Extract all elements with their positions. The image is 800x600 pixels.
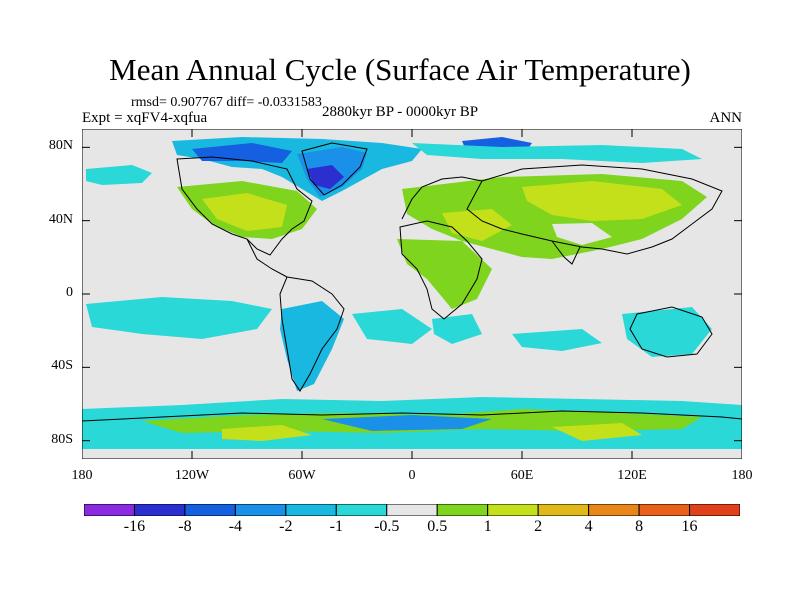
colorbar-label: 4 — [584, 518, 593, 535]
colorbar-swatch — [487, 503, 539, 517]
colorbar-label: 1 — [483, 518, 492, 535]
x-tick-label: 120W — [174, 468, 210, 483]
coast-africa — [399, 220, 483, 320]
coast-south-america — [279, 276, 345, 392]
colorbar-label: -4 — [228, 518, 243, 535]
season-label: ANN — [709, 110, 743, 126]
antarctic-patch-yellow-2 — [552, 423, 642, 441]
coast-greenland — [301, 142, 368, 196]
y-tick-label: 0 — [66, 285, 73, 300]
x-tick-label: 180 — [71, 468, 93, 483]
coastlines — [82, 142, 742, 422]
coast-asia — [466, 164, 723, 255]
colorbar-swatch — [285, 503, 337, 517]
middle-east-anomaly-yellow — [442, 209, 512, 241]
anomaly-field — [82, 137, 742, 449]
period-label: 2880kyr BP - 0000kyr BP — [321, 104, 479, 120]
colorbar-swatch — [184, 503, 236, 517]
colorbar-swatch — [537, 503, 590, 517]
siberia-anomaly-blue — [412, 143, 702, 163]
colorbar-swatch — [133, 503, 186, 517]
colorbar-swatch — [83, 503, 135, 517]
experiment-label: Expt = xqFV4-xqfua — [82, 110, 208, 126]
colorbar-label: 16 — [681, 518, 698, 535]
colorbar-swatch — [689, 503, 741, 517]
x-tick-label: 60E — [510, 468, 534, 483]
y-tick-label: 40N — [48, 211, 73, 227]
x-tick-label: 120E — [617, 468, 647, 483]
coast-europe — [401, 176, 483, 220]
tibet-anomaly-white — [552, 223, 612, 245]
coast-north-america — [176, 156, 313, 256]
colorbar-swatch — [234, 503, 287, 517]
axis-ticks — [82, 129, 742, 459]
chart-title: Mean Annual Cycle (Surface Air Temperatu… — [109, 52, 691, 87]
africa-anomaly-green — [397, 239, 492, 309]
x-tick-label: 0 — [408, 468, 416, 483]
colorbar-label: -2 — [279, 518, 293, 535]
south-africa-cyan — [432, 314, 482, 344]
x-tick-label: 180 — [731, 468, 753, 483]
coast-antarctica — [82, 410, 742, 422]
colorbar-label: 0.5 — [427, 518, 448, 535]
y-tick-label: 40S — [51, 358, 73, 374]
east-pacific-cyan — [86, 297, 272, 339]
greenland-anomaly-darkest — [307, 165, 344, 189]
coast-australia — [629, 306, 713, 358]
rmsd-diff-stats: rmsd= 0.907767 diff= -0.0331583 — [131, 95, 322, 110]
south-america-anomaly-cyan — [280, 301, 344, 391]
colorbar-swatch — [386, 503, 438, 517]
coast-central-america — [246, 238, 288, 278]
y-tick-label: 80N — [48, 138, 73, 154]
colorbar-swatch — [335, 503, 388, 517]
nw-atlantic-cyan — [86, 165, 152, 185]
colorbar-label: 8 — [635, 518, 644, 535]
colorbar-label: -1 — [329, 518, 343, 535]
colorbar-label: -8 — [178, 518, 192, 535]
colorbar-swatch — [436, 503, 489, 517]
colorbar — [83, 503, 741, 517]
asia-anomaly-yellow — [522, 181, 682, 221]
antarctic-patch-yellow — [222, 425, 312, 441]
colorbar-label: -0.5 — [374, 518, 400, 535]
colorbar-swatch — [588, 503, 640, 517]
x-tick-label: 60W — [288, 468, 316, 483]
colorbar-swatch — [638, 503, 691, 517]
coast-india — [551, 240, 581, 265]
indian-ocean-cyan — [512, 329, 602, 351]
colorbar-label: -16 — [123, 518, 146, 535]
temperature-anomaly-map — [82, 129, 742, 459]
south-atlantic-cyan — [352, 309, 432, 344]
north-america-anomaly-yellow — [202, 193, 287, 231]
antarctic-band-blue — [322, 415, 492, 431]
colorbar-svg — [83, 503, 741, 517]
colorbar-label: 2 — [534, 518, 543, 535]
y-tick-label: 80S — [51, 431, 73, 447]
australia-anomaly-cyan — [622, 307, 712, 357]
